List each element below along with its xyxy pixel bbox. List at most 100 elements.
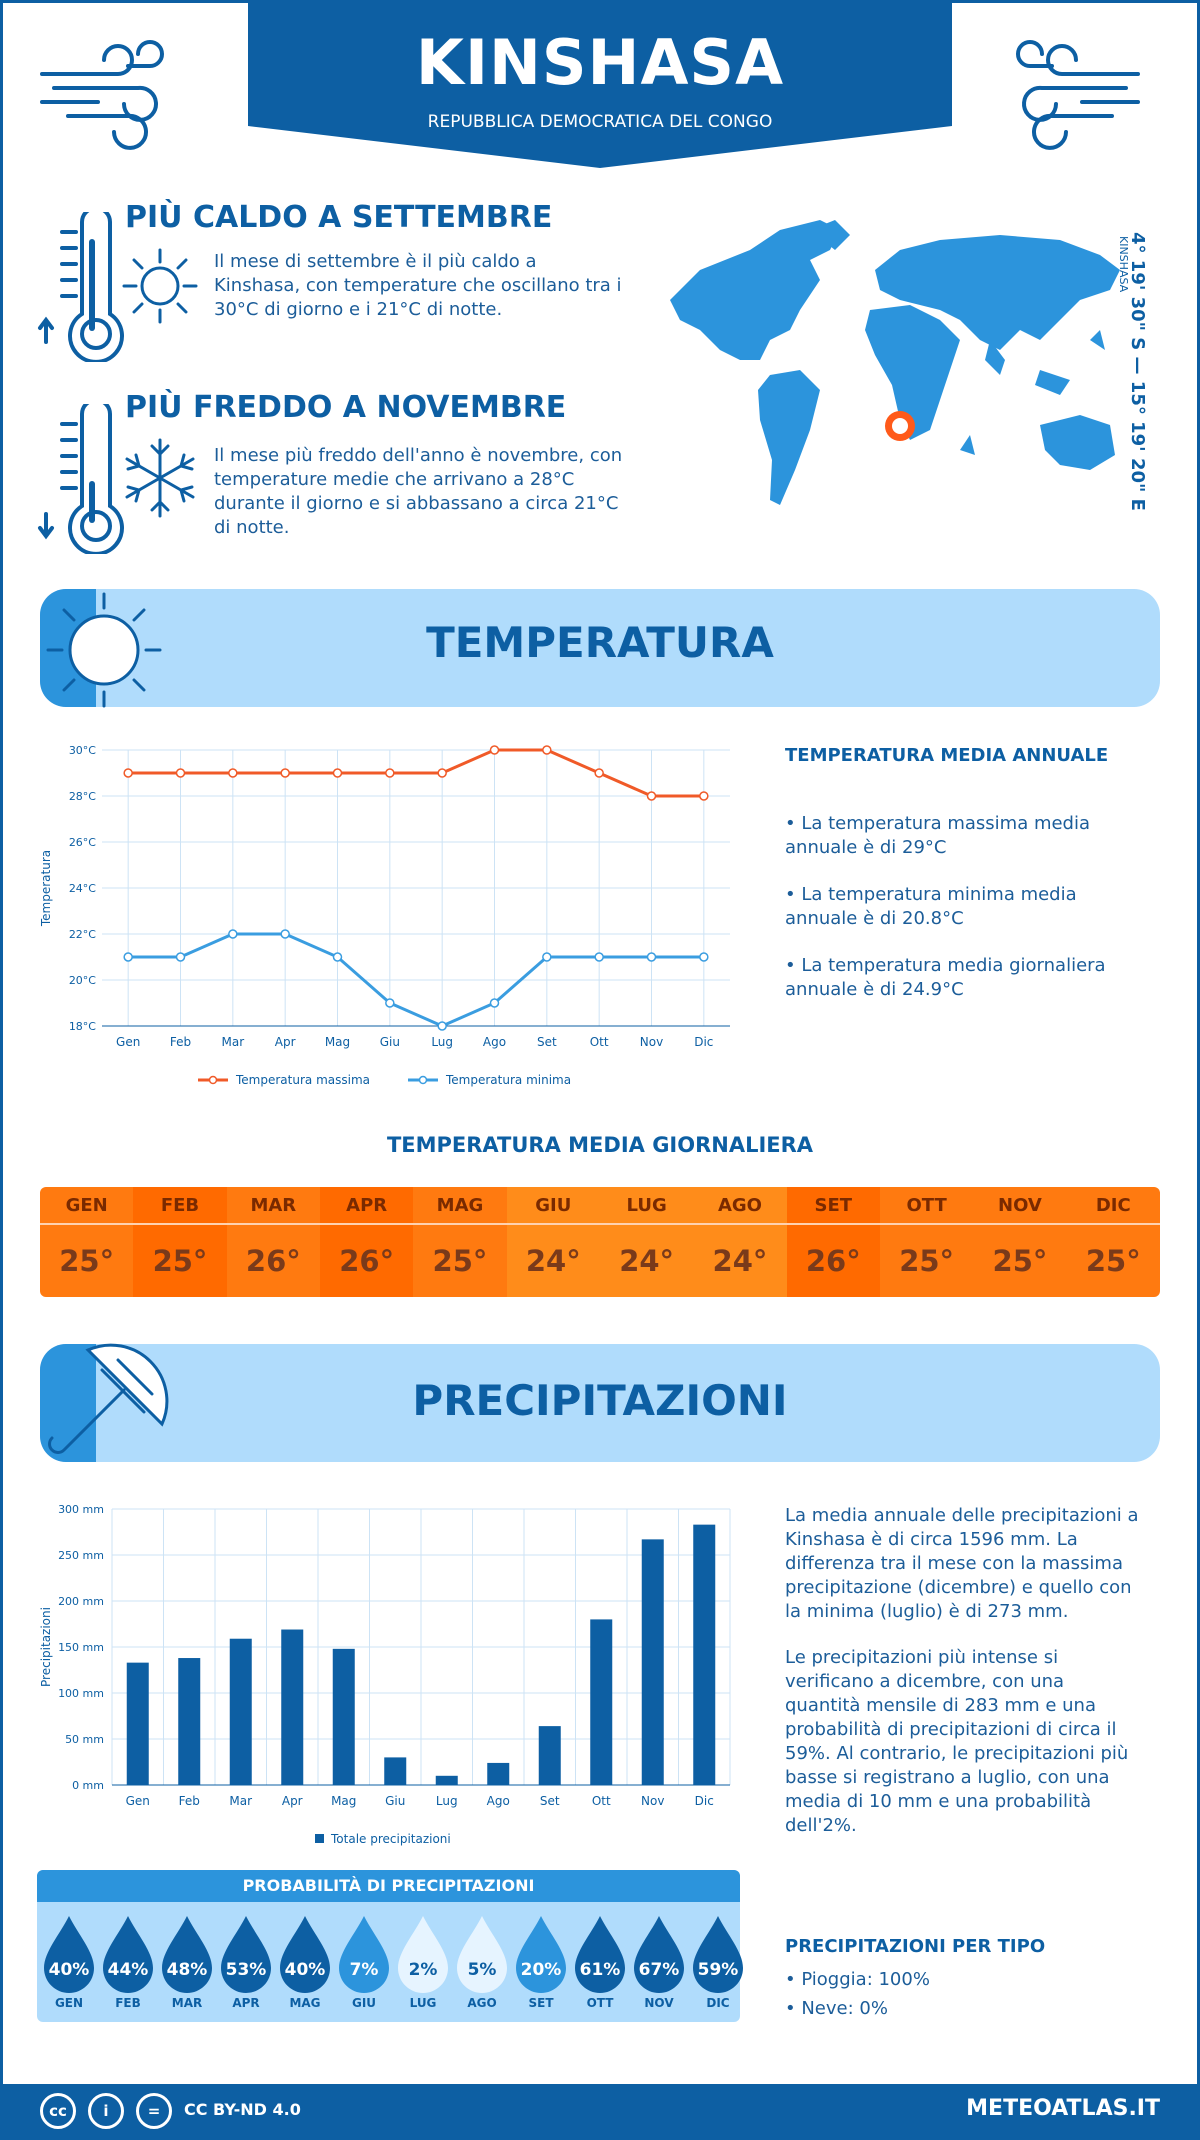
data-point [437,768,447,778]
x-tick-label: Giu [380,1035,400,1049]
x-tick-label: Ott [592,1794,611,1808]
raindrop-icon: 40% MAG [278,1914,332,2014]
bar [641,1539,664,1785]
bar [435,1775,458,1785]
daily-temp-month: NOV [973,1187,1067,1225]
probability-month: NOV [644,1996,674,2010]
daily-temp-month: DIC [1066,1187,1160,1225]
annual-temp-bullet: • La temperatura media giornaliera annua… [785,955,1106,1000]
data-point [228,768,238,778]
site-link[interactable]: METEOATLAS.IT [966,2096,1160,2121]
legend-swatch [315,1834,324,1843]
probability-title: PROBABILITÀ DI PRECIPITAZIONI [37,1870,740,1902]
y-tick-label: 20°C [69,974,96,987]
data-point [332,952,343,962]
data-point [332,768,343,778]
x-tick-label: Mag [331,1794,356,1808]
y-tick-label: 30°C [69,744,96,757]
daily-temp-title: TEMPERATURA MEDIA GIORNALIERA [386,1133,814,1157]
probability-value: 53% [225,1960,267,1980]
raindrop-icon: 20% SET [514,1914,568,2014]
daily-temp-value: 24° [712,1244,768,1278]
x-tick-label: Gen [126,1794,150,1808]
daily-temp-month: LUG [599,1187,694,1225]
raindrop-icon: 67% NOV [632,1914,686,2014]
x-tick-label: Mar [222,1035,245,1049]
x-tick-label: Apr [275,1035,296,1049]
daily-temp-month: MAR [226,1187,320,1225]
daily-temp-value: 26° [805,1244,861,1278]
probability-value: 7% [349,1960,379,1980]
data-point [437,1021,447,1031]
coldest-title: PIÙ FREDDO A NOVEMBRE [125,390,567,425]
probability-value: 5% [467,1960,497,1980]
probability-value: 59% [697,1960,739,1980]
daily-temp-cell: LUG 24° [599,1187,694,1297]
data-point [175,952,186,962]
bar [332,1648,355,1785]
daily-temp-table: GEN 25° FEB 25° MAR 26° APR 26° MAG 25° GIU 24° LUG 2… [40,1187,1160,1297]
y-tick-label: 250 mm [58,1549,104,1562]
daily-temp-month: GEN [40,1187,134,1225]
y-tick-label: 0 mm [72,1779,104,1792]
y-tick-label: 200 mm [58,1595,104,1608]
probability-month: MAR [171,1996,203,2010]
legend-label: Temperatura minima [445,1073,571,1087]
hottest-text: Il mese di settembre è il più caldo a Ki… [214,251,622,320]
by-icon: i [88,2093,124,2129]
legend-marker [418,1075,428,1085]
daily-temp-cell: AGO 24° [693,1187,787,1297]
thermometer-cold-icon [38,404,124,554]
y-tick-label: 22°C [69,928,96,941]
data-point [699,952,709,962]
data-point [594,768,604,778]
snowflake-icon [125,438,195,518]
probability-value: 61% [579,1960,621,1980]
footer [0,2084,1200,2140]
raindrop-icon: 5% AGO [455,1914,509,2014]
daily-temp-value: 26° [245,1244,301,1278]
precip-type-snow: • Neve: 0% [785,1998,888,2019]
bar [590,1619,613,1785]
data-point [489,745,500,755]
annual-temp-bullet: • La temperatura massima media annuale è… [785,813,1091,858]
bar [281,1629,304,1785]
coordinates: 4° 19' 30" S — 15° 19' 20" E [1127,232,1148,511]
daily-temp-value: 25° [1085,1244,1141,1278]
data-point [542,952,552,962]
precipitation-chart: 0 mm 50 mm 100 mm 150 mm 200 mm 250 mm 300 mm G… [39,1503,731,1846]
daily-temp-value: 24° [619,1244,675,1278]
precipitation-banner [40,1344,1160,1462]
x-tick-label: Set [540,1794,560,1808]
y-tick-label: 24°C [69,882,96,895]
bar [538,1726,561,1785]
data-point [542,745,552,755]
x-tick-label: Lug [431,1035,453,1049]
daily-temp-cell: MAG 25° [413,1187,507,1297]
daily-temp-cell: GIU 24° [506,1187,600,1297]
daily-temp-cell: NOV 25° [973,1187,1067,1297]
raindrop-icon: 2% LUG [396,1914,450,2014]
y-tick-label: 100 mm [58,1687,104,1700]
probability-month: LUG [409,1996,437,2010]
probability-value: 40% [284,1960,326,1980]
daily-temp-value: 24° [525,1244,581,1278]
precipitation-summary: La media annuale delle precipitazioni a … [785,1505,1139,1622]
y-axis-label: Precipitazioni [39,1607,53,1687]
data-point [280,768,290,778]
x-tick-label: Feb [170,1035,191,1049]
probability-month: AGO [467,1996,497,2010]
world-map [670,220,1120,505]
bar [693,1524,716,1785]
coordinates-city: KINSHASA [1117,236,1130,293]
daily-temp-value: 25° [992,1244,1048,1278]
probability-value: 2% [408,1960,438,1980]
data-point [594,952,604,962]
daily-temp-cell: OTT 25° [879,1187,974,1297]
daily-temp-month: MAG [413,1187,507,1225]
data-point [175,768,186,778]
y-tick-label: 26°C [69,836,96,849]
x-tick-label: Feb [179,1794,200,1808]
raindrop-icon: 44% FEB [101,1914,155,2014]
daily-temp-month: AGO [693,1187,787,1225]
